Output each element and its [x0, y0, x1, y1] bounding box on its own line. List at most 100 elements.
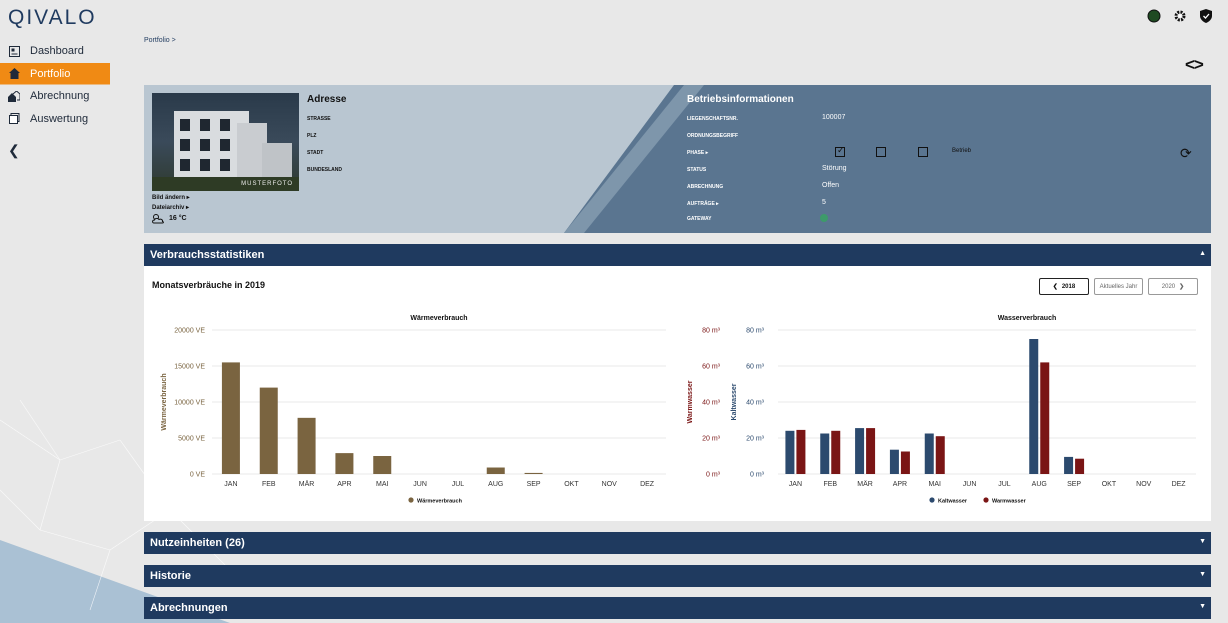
y-tick-label-warm: 80 m³	[702, 328, 721, 335]
x-tick-label: MAI	[929, 481, 942, 488]
next-year-label: 2020	[1161, 283, 1176, 290]
current-year-button[interactable]: Aktuelles Jahr	[1094, 278, 1143, 295]
x-tick-label: JAN	[224, 481, 237, 488]
bar-warmwasser	[935, 436, 945, 474]
x-tick-label: JUL	[452, 481, 465, 488]
y-tick-label: 15000 VE	[174, 364, 205, 371]
section-header-bills[interactable]: Abrechnungen ▼	[144, 597, 1211, 619]
chevron-down-icon: ▼	[1199, 571, 1206, 578]
panel-dark-background	[564, 85, 1211, 233]
x-tick-label: DEZ	[640, 481, 655, 488]
sidebar-item-portfolio[interactable]: Portfolio	[0, 62, 125, 85]
x-tick-label: AUG	[1032, 481, 1047, 488]
y-tick-label-cold: 40 m³	[746, 400, 765, 407]
chevron-right-icon: ❯	[1179, 284, 1185, 290]
phase-checkbox-1[interactable]	[835, 145, 845, 157]
bar-warmwasser	[796, 429, 806, 474]
x-tick-label: JUN	[413, 481, 427, 488]
section-header-history[interactable]: Historie ▼	[144, 565, 1211, 587]
section-header-stats[interactable]: Verbrauchsstatistiken ▲	[144, 244, 1211, 266]
water-consumption-chart: Wasserverbrauch 0 m³ 0 m³ 20 m³ 20 m³ 40 m³ 40…	[687, 315, 1196, 505]
sidebar-item-label: Auswertung	[30, 112, 89, 125]
x-tick-label: NOV	[602, 481, 618, 488]
bar-warmwasser	[866, 428, 876, 474]
bar	[373, 456, 392, 474]
phase-option-label: Betrieb	[952, 148, 972, 154]
value-property-number: 100007	[822, 114, 846, 121]
section-header-units[interactable]: Nutzeinheiten (26) ▼	[144, 532, 1211, 554]
bar-kaltwasser	[1064, 456, 1074, 474]
change-image-link[interactable]: Bild ändern ▸	[152, 195, 190, 201]
chart-title: Wasserverbrauch	[998, 315, 1057, 322]
refresh-icon[interactable]: ⟳	[1180, 145, 1192, 161]
bar	[335, 453, 354, 474]
address-label-street: STRASSE	[307, 116, 331, 122]
chevron-down-icon: ▼	[1199, 603, 1206, 610]
bar	[524, 472, 543, 474]
address-label-city: STADT	[307, 150, 324, 156]
label-gateway: GATEWAY	[687, 216, 712, 222]
y-axis-label: Wärmeverbrauch	[161, 373, 168, 430]
y-tick-label-cold: 80 m³	[746, 328, 765, 335]
houses-icon	[8, 90, 20, 102]
chevron-up-icon: ▲	[1199, 250, 1206, 257]
next-year-button[interactable]: 2020 ❯	[1148, 278, 1198, 295]
shield-icon[interactable]	[1198, 8, 1214, 24]
heat-consumption-chart: Wärmeverbrauch 0 VE 5000 VE 10000 VE 15000 V…	[161, 315, 666, 505]
bar-warmwasser	[1075, 458, 1085, 474]
bar-kaltwasser	[820, 433, 830, 474]
phase-checkbox-3[interactable]	[918, 147, 928, 157]
bar-warmwasser	[1040, 362, 1050, 474]
x-tick-label: JAN	[789, 481, 802, 488]
bar	[221, 362, 240, 474]
x-tick-label: JUN	[963, 481, 977, 488]
prev-year-button[interactable]: ❮ 2018	[1039, 278, 1089, 295]
breadcrumb[interactable]: Portfolio >	[144, 37, 176, 44]
stats-title: Monatsverbräuche in 2019	[152, 280, 266, 290]
chart-title: Wärmeverbrauch	[410, 315, 467, 322]
sidebar-item-abrechnung[interactable]: Abrechnung	[0, 85, 130, 107]
y-tick-label-warm: 0 m³	[706, 472, 721, 479]
x-tick-label: AUG	[488, 481, 503, 488]
bar	[297, 417, 316, 474]
app-logo[interactable]: QIVALO	[8, 6, 97, 29]
prev-year-label: 2018	[1061, 283, 1076, 290]
legend-label: Warmwasser	[992, 499, 1027, 505]
value-billing: Offen	[822, 182, 839, 189]
stats-card: Monatsverbräuche in 2019 ❮ 2018 Aktuelles…	[144, 266, 1211, 521]
bar	[486, 467, 505, 474]
sidebar-item-dashboard[interactable]: Dashboard	[0, 40, 130, 62]
y-tick-label: 20000 VE	[174, 328, 205, 335]
section-title: Abrechnungen	[150, 602, 228, 614]
x-tick-label: MAI	[376, 481, 389, 488]
legend-marker	[408, 497, 414, 503]
bar-kaltwasser	[924, 433, 934, 474]
gear-icon[interactable]	[1172, 8, 1188, 24]
value-status: Störung	[822, 165, 847, 172]
y-tick-label-cold: 20 m³	[746, 436, 765, 443]
sidebar-item-auswertung[interactable]: Auswertung	[0, 108, 130, 130]
y-tick-label: 5000 VE	[178, 436, 205, 443]
phase-link[interactable]: PHASE ▸	[687, 150, 709, 156]
legend-label: Kaltwasser	[938, 499, 968, 505]
collapse-sidebar-icon[interactable]: ❮	[8, 142, 20, 158]
x-tick-label: APR	[337, 481, 351, 488]
address-title: Adresse	[307, 94, 347, 105]
x-tick-label: APR	[893, 481, 907, 488]
x-tick-label: FEB	[823, 481, 837, 488]
x-tick-label: FEB	[262, 481, 276, 488]
status-globe-icon[interactable]	[1146, 8, 1162, 24]
y-tick-label: 10000 VE	[174, 400, 205, 407]
y-tick-label-warm: 60 m³	[702, 364, 721, 371]
report-icon	[8, 113, 20, 125]
temperature: 16 °C	[169, 215, 187, 222]
phase-checkbox-2[interactable]	[876, 147, 886, 157]
chevron-down-icon: ▼	[1199, 538, 1206, 545]
orders-link[interactable]: AUFTRÄGE ▸	[687, 201, 719, 207]
code-brackets-icon[interactable]: <>	[1185, 55, 1204, 74]
label-order-term: ORDNUNGSBEGRIFF	[687, 133, 739, 139]
x-tick-label: MÄR	[857, 480, 873, 488]
bar-kaltwasser	[1029, 339, 1039, 474]
bar	[259, 387, 278, 474]
file-archive-link[interactable]: Dateiarchiv ▸	[152, 205, 190, 211]
